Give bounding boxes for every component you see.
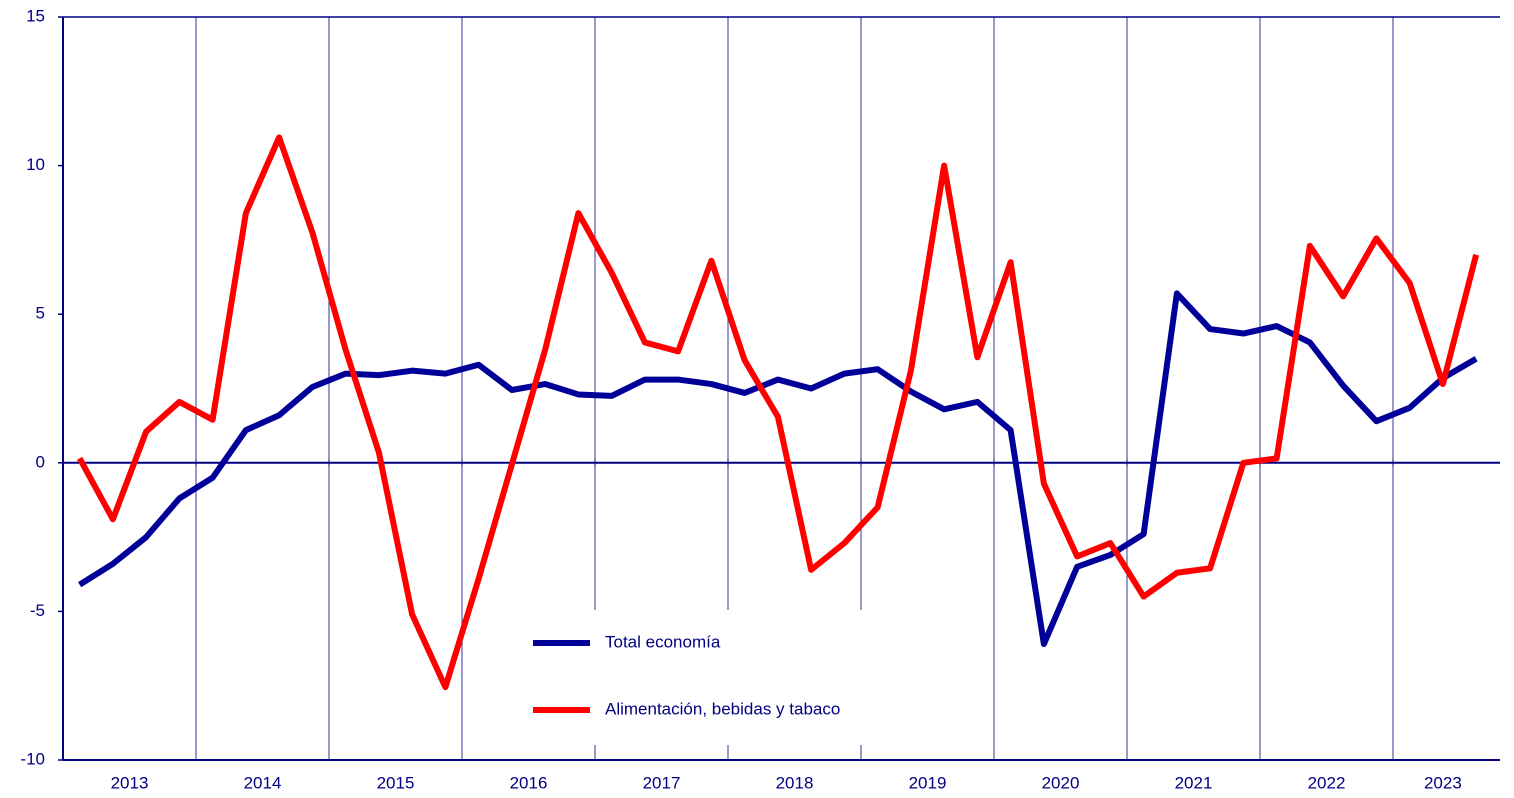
y-tick-label: 10 bbox=[26, 155, 45, 174]
y-tick-label: 5 bbox=[36, 304, 45, 323]
series-line bbox=[78, 290, 1478, 648]
x-tick-label: 2014 bbox=[244, 773, 282, 792]
x-tick-label: 2017 bbox=[643, 773, 681, 792]
x-tick-label: 2021 bbox=[1175, 773, 1213, 792]
y-tick-label: 15 bbox=[26, 6, 45, 25]
legend-box bbox=[520, 610, 950, 745]
legend-label: Total economía bbox=[605, 632, 721, 651]
x-tick-label: 2016 bbox=[510, 773, 548, 792]
x-tick-label: 2013 bbox=[111, 773, 149, 792]
x-tick-label: 2018 bbox=[776, 773, 814, 792]
legend-label: Alimentación, bebidas y tabaco bbox=[605, 699, 840, 718]
y-tick-label: 0 bbox=[36, 452, 45, 471]
x-tick-label: 2020 bbox=[1042, 773, 1080, 792]
x-tick-label: 2022 bbox=[1308, 773, 1346, 792]
x-tick-label: 2023 bbox=[1424, 773, 1462, 792]
x-tick-label: 2015 bbox=[377, 773, 415, 792]
x-tick-label: 2019 bbox=[909, 773, 947, 792]
y-tick-label: -5 bbox=[30, 601, 45, 620]
series-line bbox=[76, 134, 1480, 691]
y-tick-label: -10 bbox=[20, 749, 45, 768]
